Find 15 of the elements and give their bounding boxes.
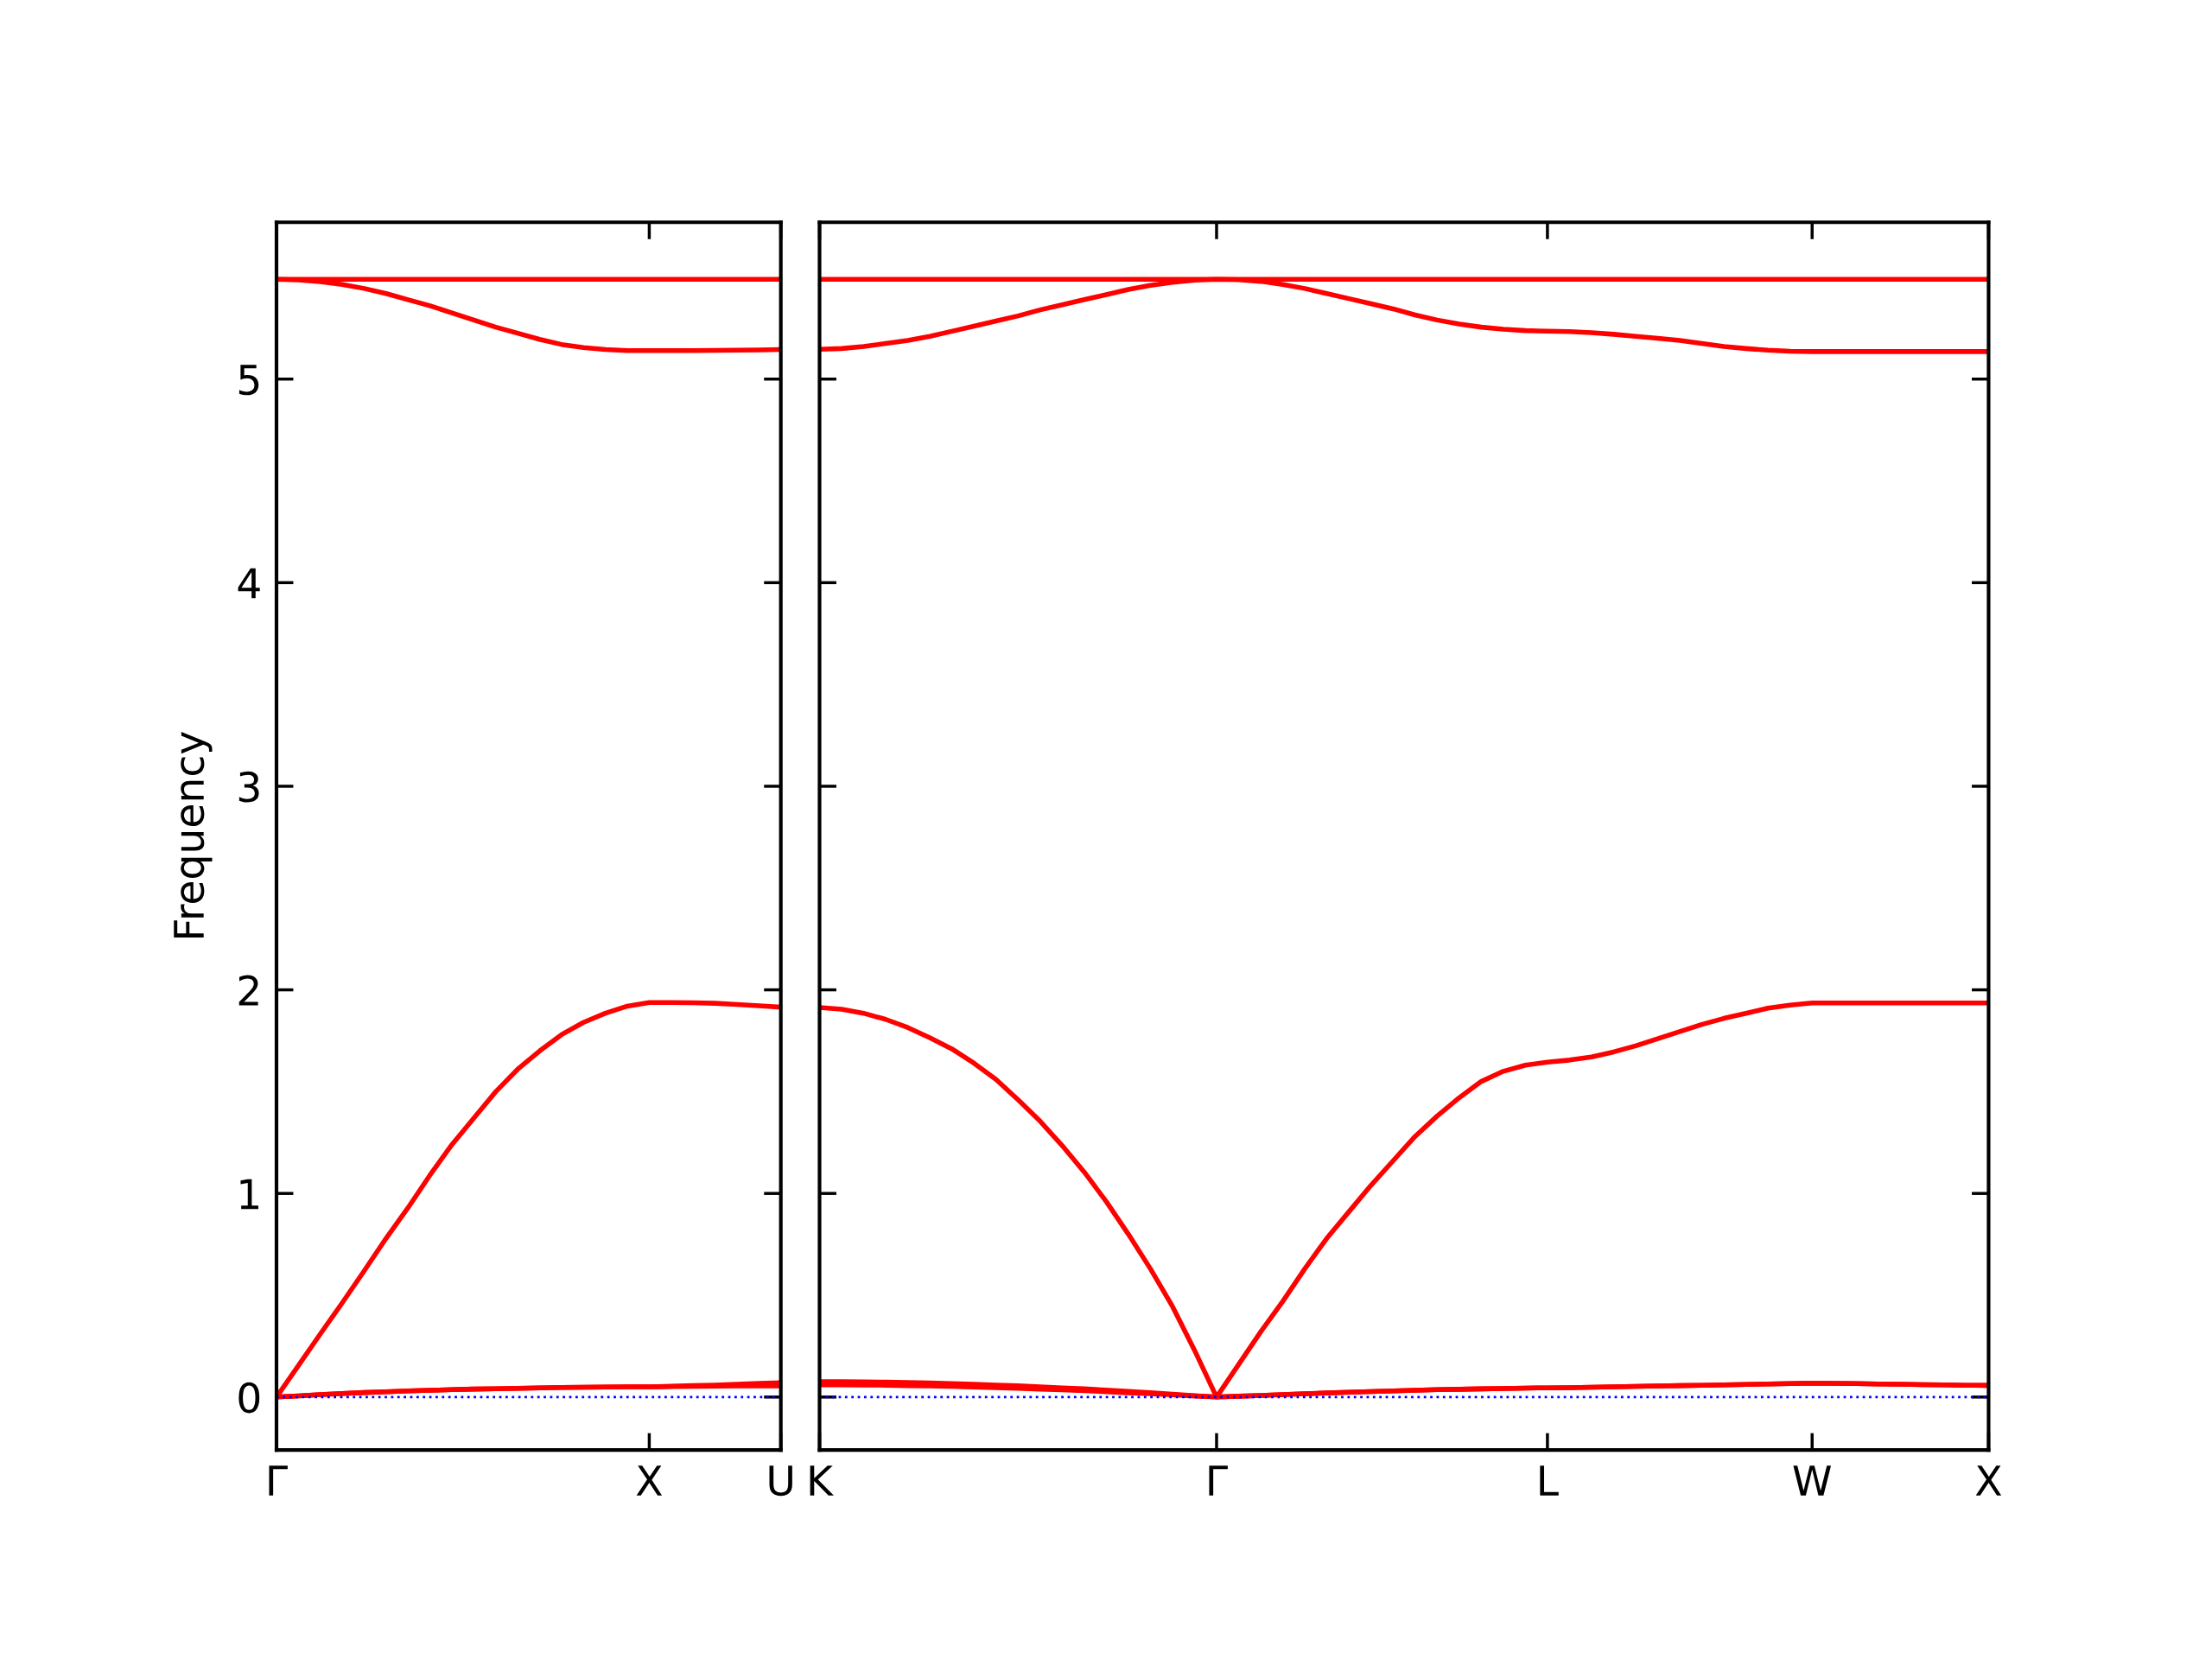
x-tick-label: Γ [1209, 1465, 1228, 1496]
x-tick-label: X [636, 1465, 663, 1496]
y-tick-label: 3 [238, 771, 259, 803]
x-tick-label: X [1975, 1465, 2002, 1496]
x-tick-label: Γ [269, 1465, 288, 1496]
x-tick-label: K [810, 1465, 834, 1496]
y-tick-label: 4 [238, 568, 260, 599]
x-tick-label: U [769, 1465, 792, 1497]
y-axis-title: Frequency [174, 732, 213, 938]
y-tick-label: 5 [238, 365, 259, 396]
y-tick-label: 1 [240, 1179, 258, 1210]
y-tick-label: 2 [238, 975, 258, 1006]
y-tick-label: 0 [238, 1382, 260, 1414]
x-tick-label: L [1540, 1465, 1559, 1496]
x-tick-label: W [1793, 1465, 1832, 1496]
